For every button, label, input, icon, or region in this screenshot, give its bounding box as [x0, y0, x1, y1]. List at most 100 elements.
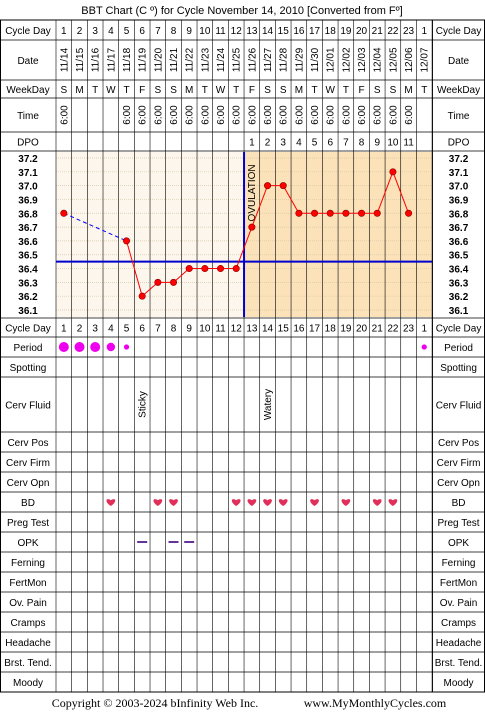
cycle-day-number-bottom: 7: [155, 324, 161, 335]
date-label: 11/23: [200, 47, 211, 72]
row-label-left-dpo: DPO: [17, 138, 39, 149]
bd-heart-icon: [106, 499, 116, 506]
row-label-left-cycle_day: Cycle Day: [5, 26, 51, 37]
temperature-point: [232, 265, 240, 273]
row-label-right-weekday: WeekDay: [437, 85, 480, 96]
cycle-day-number: 20: [356, 26, 368, 37]
cycle-day-number: 21: [372, 26, 384, 37]
dpo-number: 7: [343, 138, 349, 149]
bd-heart-icon: [231, 499, 241, 506]
date-label: 12/01: [326, 47, 337, 72]
y-tick-label-right: 36.1: [449, 306, 469, 317]
row-label-left-opk: OPK: [17, 538, 38, 549]
temperature-point: [60, 209, 68, 217]
row-label-left-period: Period: [14, 343, 43, 354]
temperature-point: [295, 209, 303, 217]
date-label: 11/30: [310, 47, 321, 72]
cerv-fluid-label: Sticky: [138, 391, 149, 418]
row-label-right-moody: Moody: [444, 678, 474, 689]
temperature-point: [373, 209, 381, 217]
weekday-letter: M: [404, 85, 412, 96]
time-label: 6:00: [326, 105, 337, 125]
y-tick-label-right: 37.1: [449, 168, 469, 179]
row-label-right-date: Date: [448, 56, 470, 67]
row-label-right-bd: BD: [452, 498, 466, 509]
cycle-day-number: 10: [199, 26, 211, 37]
row-label-right-opk: OPK: [448, 538, 469, 549]
time-label: 6:00: [169, 105, 180, 125]
row-label-right-cerv_pos: Cerv Pos: [438, 438, 479, 449]
dpo-number: 4: [296, 138, 302, 149]
cycle-day-number-bottom: 11: [215, 324, 226, 335]
chart-title: BBT Chart (C º) for Cycle November 14, 2…: [81, 5, 402, 17]
bd-heart-icon: [278, 499, 288, 506]
dpo-number: 9: [374, 138, 380, 149]
temperature-point: [311, 209, 319, 217]
time-label: 6:00: [247, 105, 258, 125]
date-label: 11/15: [75, 47, 86, 72]
cycle-day-number: 23: [403, 26, 415, 37]
date-label: 12/04: [373, 47, 384, 72]
date-label: 12/05: [388, 47, 399, 72]
weekday-letter: F: [139, 85, 145, 96]
date-label: 12/07: [420, 47, 431, 72]
cycle-day-number: 18: [325, 26, 337, 37]
cycle-day-number-bottom: 14: [262, 324, 274, 335]
y-tick-label-left: 37.1: [18, 168, 38, 179]
row-label-right-cerv_opn: Cerv Opn: [437, 478, 480, 489]
row-label-right-headache: Headache: [436, 638, 482, 649]
cycle-day-number-bottom: 13: [246, 324, 258, 335]
dpo-number: 1: [249, 138, 255, 149]
time-label: 6:00: [138, 105, 149, 125]
row-label-right-time: Time: [448, 111, 470, 122]
dpo-number: 6: [327, 138, 333, 149]
cycle-day-number-bottom: 19: [340, 324, 352, 335]
dpo-number: 11: [403, 138, 414, 149]
cycle-day-number: 7: [155, 26, 161, 37]
bd-heart-icon: [388, 499, 398, 506]
cycle-day-number-bottom: 4: [108, 324, 114, 335]
temperature-point: [358, 209, 366, 217]
temperature-line: [282, 185, 300, 214]
weekday-letter: W: [216, 85, 226, 96]
weekday-letter: S: [264, 85, 271, 96]
temperature-point: [170, 278, 178, 286]
date-label: 11/28: [279, 47, 290, 72]
weekday-letter: M: [185, 85, 193, 96]
cycle-day-number: 6: [139, 26, 145, 37]
y-tick-label-right: 36.8: [449, 209, 469, 220]
date-label: 11/16: [91, 47, 102, 72]
bd-heart-icon: [153, 499, 163, 506]
cycle-day-number-bottom: 16: [293, 324, 305, 335]
date-label: 12/03: [357, 47, 368, 72]
dpo-number: 3: [280, 138, 286, 149]
weekday-letter: T: [92, 85, 98, 96]
temperature-line: [235, 226, 253, 269]
weekday-letter: S: [280, 85, 287, 96]
time-label: 6:00: [373, 105, 384, 125]
temperature-point: [389, 168, 397, 176]
cycle-day-number: 19: [340, 26, 352, 37]
temperature-point: [217, 265, 225, 273]
weekday-letter: F: [359, 85, 365, 96]
period-dot-heavy: [74, 342, 85, 352]
row-label-left-ov_pain: Ov. Pain: [9, 598, 47, 609]
cycle-day-number-bottom: 21: [372, 324, 384, 335]
bd-heart-icon: [247, 499, 257, 506]
row-label-left-moody: Moody: [13, 678, 43, 689]
row-label-left-bd: BD: [21, 498, 35, 509]
date-label: 11/18: [122, 47, 133, 72]
bd-heart-icon: [169, 499, 178, 506]
cycle-day-number: 22: [387, 26, 399, 37]
time-label: 6:00: [263, 105, 274, 125]
cycle-day-number: 3: [92, 26, 98, 37]
cycle-day-number-bottom: 5: [124, 324, 130, 335]
weekday-letter: S: [390, 85, 397, 96]
time-label: 6:00: [59, 105, 70, 125]
row-label-left-date: Date: [17, 56, 39, 67]
cycle-day-number-bottom: 2: [77, 324, 83, 335]
cerv-fluid-label: Watery: [263, 389, 274, 420]
temperature-point: [248, 223, 256, 231]
cycle-day-number: 1: [421, 26, 427, 37]
